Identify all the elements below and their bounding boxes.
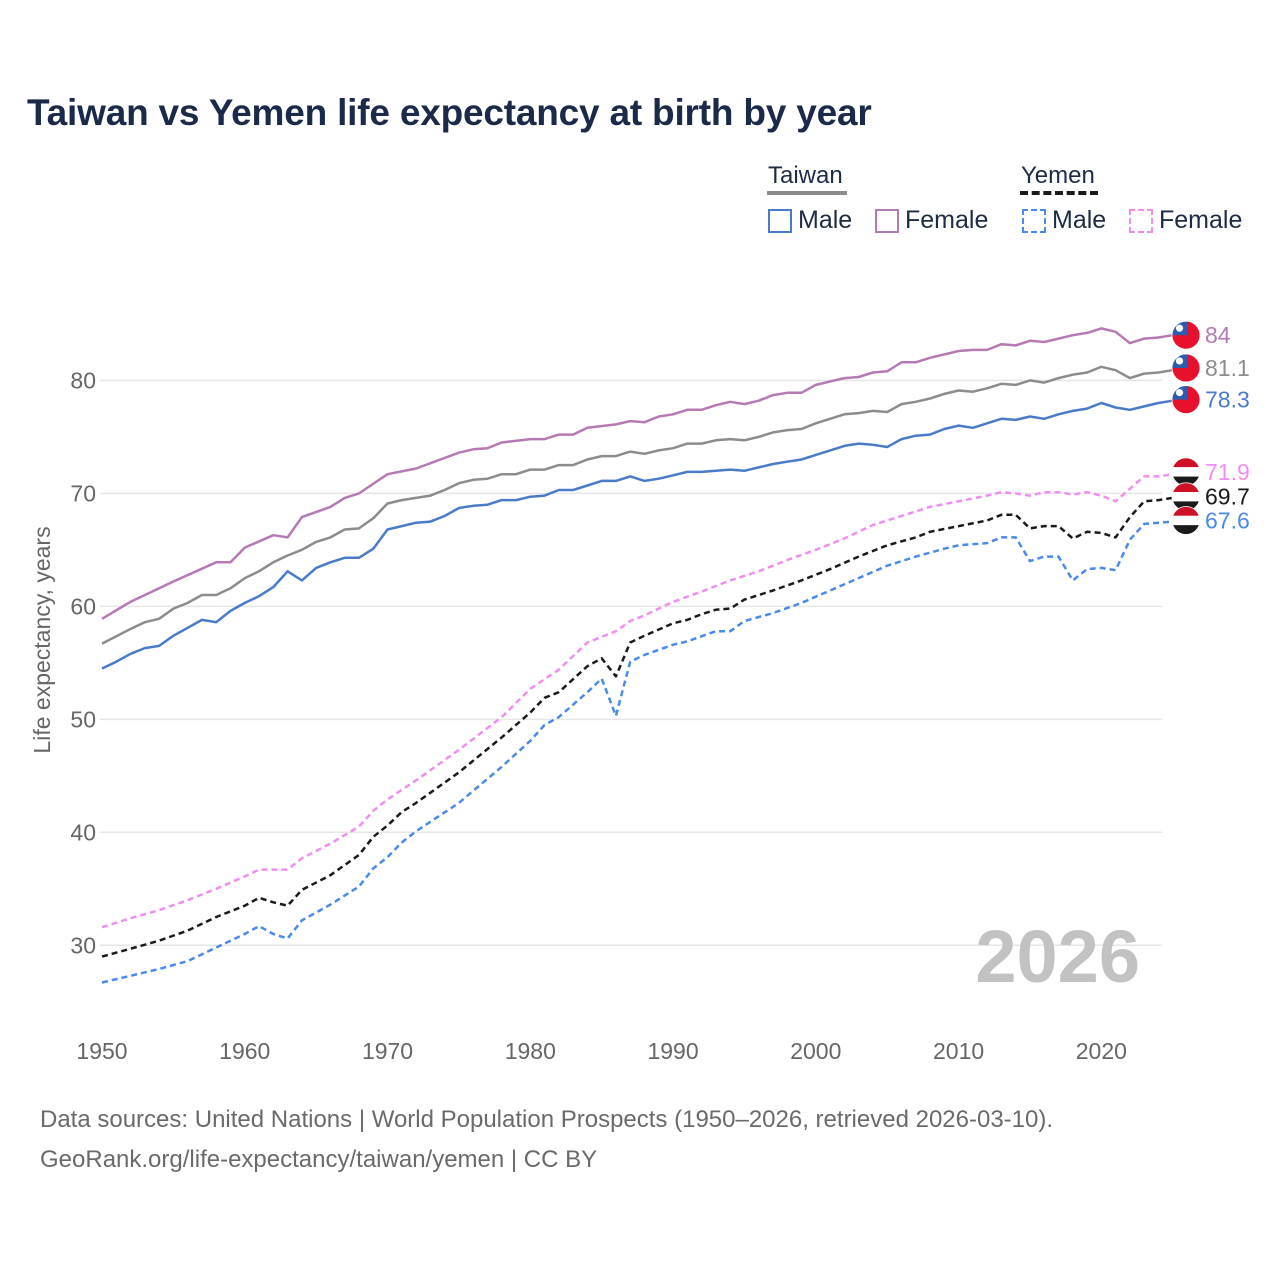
series-line-taiwan-female	[101, 327, 1187, 620]
end-labels: 84 81.1 78.3 71.969.767.6	[1171, 320, 1250, 535]
series-line-taiwan	[101, 365, 1188, 645]
x-tick-label-2010: 2010	[933, 1038, 984, 1064]
end-label-yemen-female: 71.9	[1205, 459, 1250, 485]
flag-icon-taiwan-female	[1171, 320, 1201, 350]
x-tick-label-1960: 1960	[219, 1038, 270, 1064]
flag-icon-yemen-male	[1171, 506, 1201, 535]
year-watermark: 2026	[975, 915, 1140, 998]
x-tick-label-2020: 2020	[1076, 1038, 1127, 1064]
footer-link[interactable]: GeoRank.org/life-expectancy/taiwan/yemen…	[40, 1146, 598, 1173]
y-tick-label-30: 30	[70, 932, 96, 958]
series-line-yemen-female	[101, 470, 1188, 929]
x-tick-label-1970: 1970	[362, 1038, 413, 1064]
end-label-yemen-male: 67.6	[1205, 507, 1250, 533]
flag-icon-taiwan	[1171, 353, 1201, 383]
series-line-taiwan-male	[101, 398, 1188, 670]
flag-icon-yemen-female	[1171, 457, 1201, 487]
y-tick-label-50: 50	[70, 706, 96, 732]
x-tick-label-1980: 1980	[505, 1038, 556, 1064]
y-tick-label-40: 40	[70, 819, 96, 845]
end-label-taiwan-male: 78.3	[1205, 387, 1250, 413]
end-label-taiwan: 81.1	[1205, 355, 1250, 381]
grid	[100, 379, 1162, 947]
footer-source: Data sources: United Nations | World Pop…	[40, 1106, 1054, 1133]
flag-icon-taiwan-male	[1171, 385, 1201, 414]
series-line-yemen-male	[101, 519, 1188, 984]
y-axis-label: Life expectancy, years	[29, 526, 55, 753]
x-tick-label-1990: 1990	[647, 1038, 698, 1064]
line-chart: 2026 Life expectancy, years 30 40 50 60 70 80…	[29, 320, 1250, 1064]
series-line-yemen	[101, 495, 1188, 958]
x-tick-label-2000: 2000	[790, 1038, 841, 1064]
y-tick-label-80: 80	[70, 367, 96, 393]
x-tick-label-1950: 1950	[76, 1038, 127, 1064]
chart-title: Taiwan vs Yemen life expectancy at birth…	[27, 92, 872, 133]
y-tick-label-70: 70	[70, 480, 96, 506]
y-tick-label-60: 60	[70, 593, 96, 619]
axes: 30 40 50 60 70 80 1950 1960 1970 1980 1990 2000 2010…	[70, 367, 1127, 1064]
series-lines	[101, 327, 1188, 984]
end-label-taiwan-female: 84	[1205, 322, 1231, 348]
end-label-yemen: 69.7	[1205, 484, 1250, 510]
